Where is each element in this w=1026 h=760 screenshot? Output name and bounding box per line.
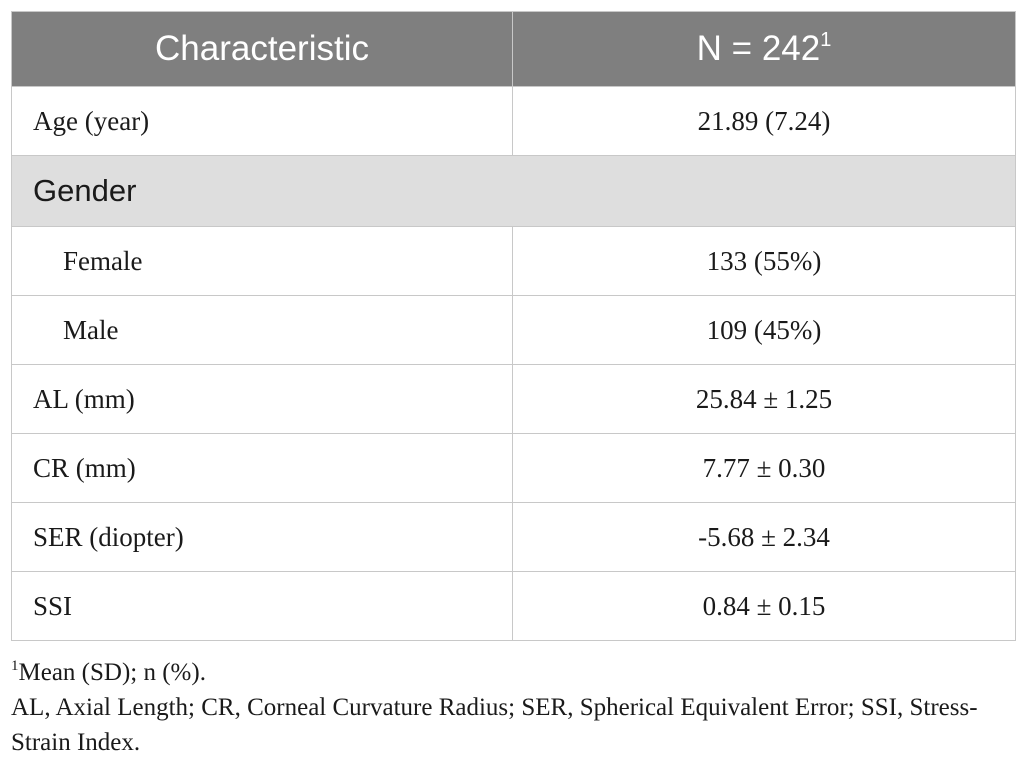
table-row: Male 109 (45%): [11, 295, 1016, 365]
table-footnotes: 1Mean (SD); n (%). AL, Axial Length; CR,…: [11, 649, 1015, 760]
header-n-label: N = 242: [696, 29, 821, 68]
header-characteristic: Characteristic: [11, 11, 513, 87]
header-n-footnote-mark: 1: [820, 29, 832, 51]
table-row: Age (year) 21.89 (7.24): [11, 86, 1016, 156]
table-container: Characteristic N = 2421 Age (year) 21.89…: [11, 11, 1016, 760]
footnote-2: AL, Axial Length; CR, Corneal Curvature …: [11, 694, 978, 721]
row-value: 21.89 (7.24): [512, 86, 1016, 156]
footnote-1-text: Mean (SD); n (%).: [18, 659, 206, 686]
row-label: SER (diopter): [11, 502, 513, 572]
row-value: 109 (45%): [512, 295, 1016, 365]
group-label: Gender: [11, 155, 1016, 227]
header-n: N = 2421: [512, 11, 1016, 87]
table-row: Female 133 (55%): [11, 226, 1016, 296]
row-label: SSI: [11, 571, 513, 641]
row-value: -5.68 ± 2.34: [512, 502, 1016, 572]
row-label: Male: [11, 295, 513, 365]
row-value: 133 (55%): [512, 226, 1016, 296]
table-row: SSI 0.84 ± 0.15: [11, 571, 1016, 641]
row-value: 7.77 ± 0.30: [512, 433, 1016, 503]
row-label: CR (mm): [11, 433, 513, 503]
table-group-row: Gender: [11, 155, 1016, 227]
characteristics-table: Characteristic N = 2421 Age (year) 21.89…: [11, 11, 1016, 641]
table-row: AL (mm) 25.84 ± 1.25: [11, 364, 1016, 434]
table-header-row: Characteristic N = 2421: [11, 11, 1016, 87]
row-label: Female: [11, 226, 513, 296]
table-row: SER (diopter) -5.68 ± 2.34: [11, 502, 1016, 572]
row-value: 25.84 ± 1.25: [512, 364, 1016, 434]
row-label: AL (mm): [11, 364, 513, 434]
table-row: CR (mm) 7.77 ± 0.30: [11, 433, 1016, 503]
footnote-mark: 1: [11, 658, 19, 674]
row-label: Age (year): [11, 86, 513, 156]
footnote-1: 1Mean (SD); n (%).: [11, 649, 1015, 690]
row-value: 0.84 ± 0.15: [512, 571, 1016, 641]
footnote-2-continued: Strain Index.: [11, 729, 141, 756]
